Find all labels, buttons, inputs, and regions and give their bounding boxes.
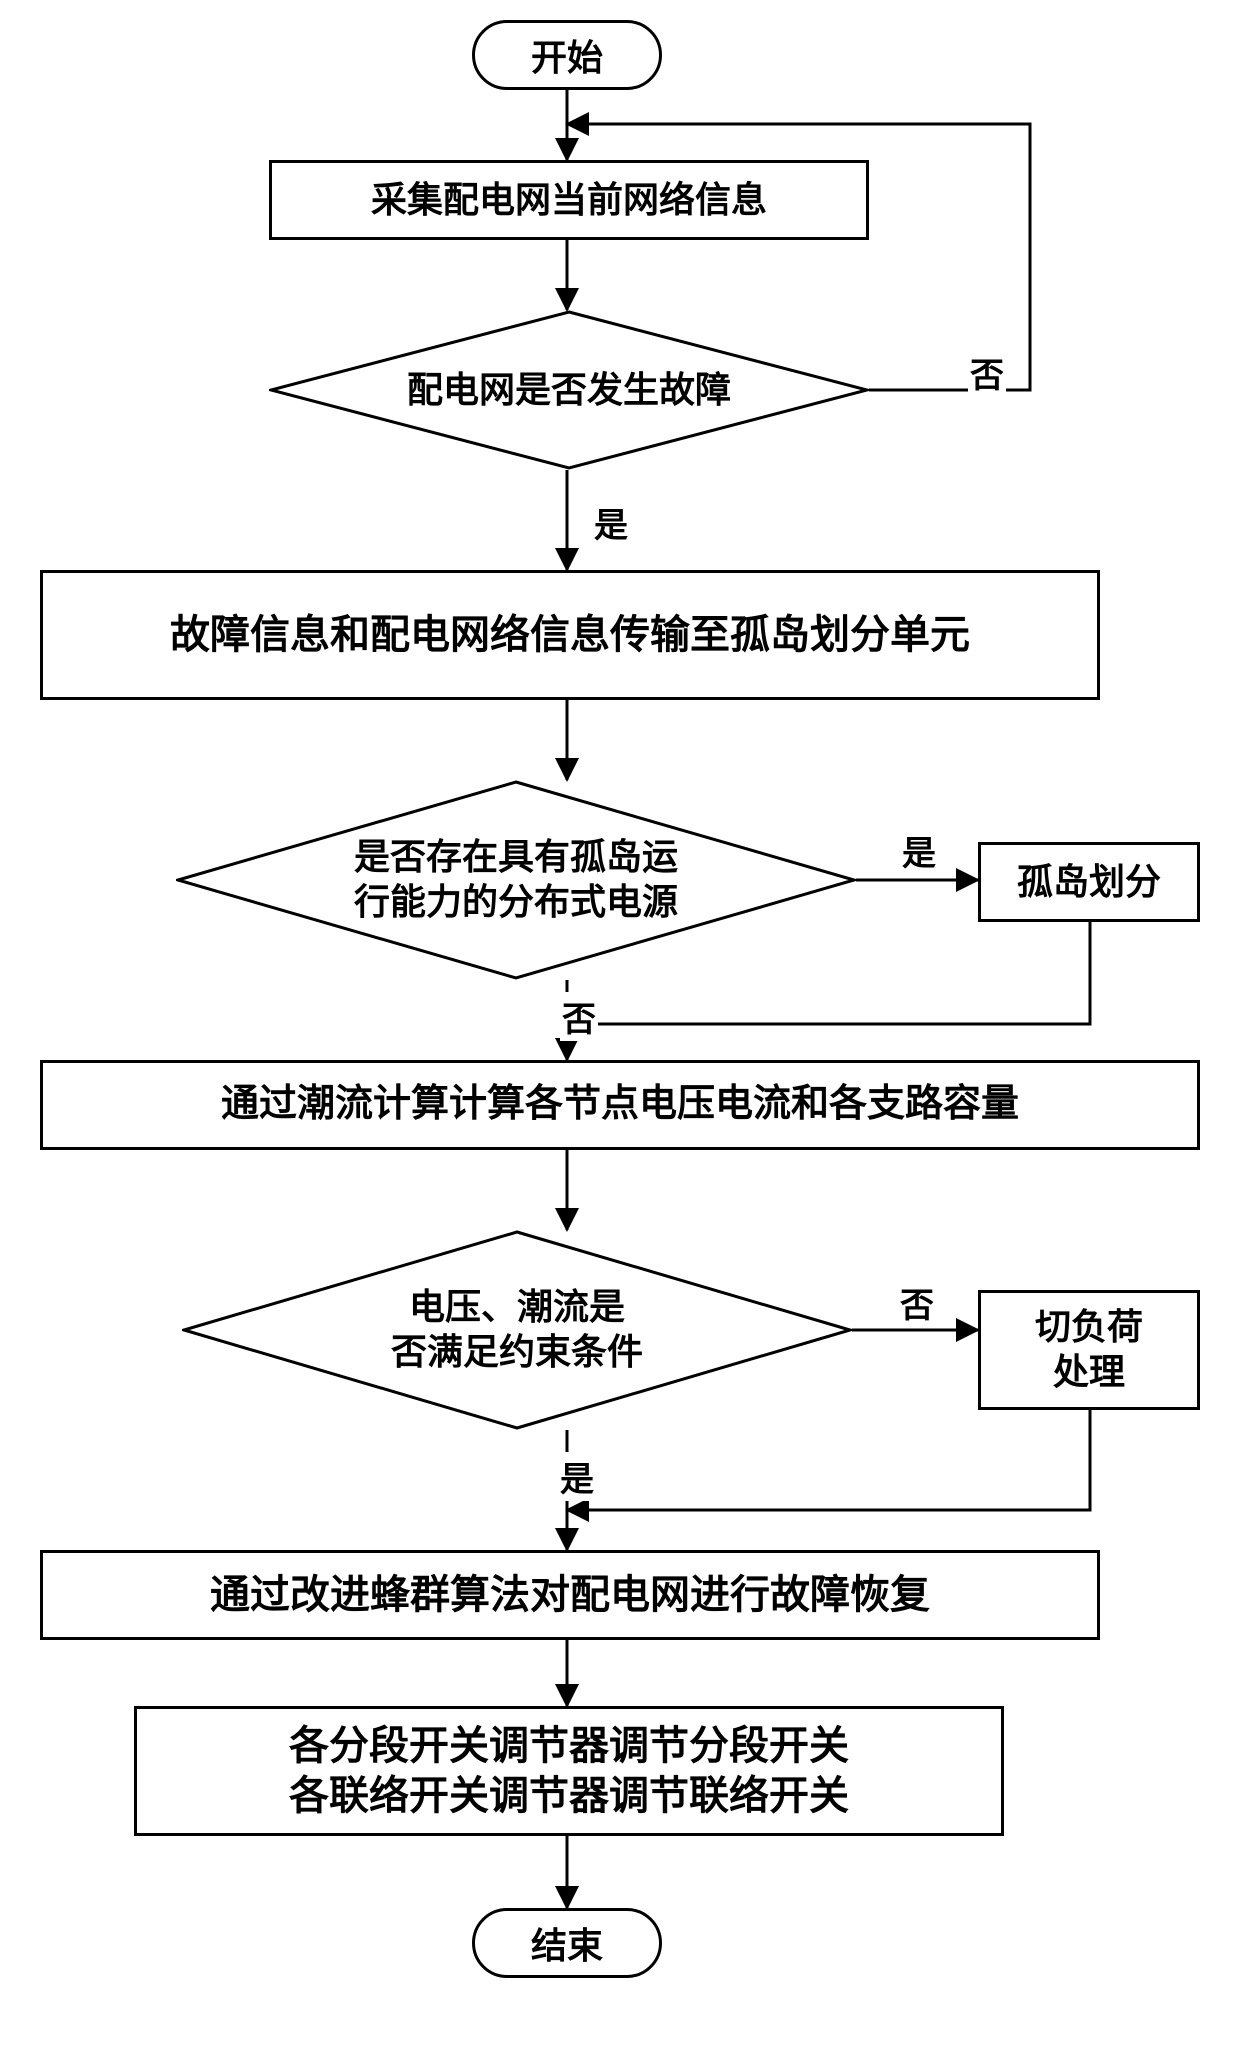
edge-label-fault-no: 否 bbox=[968, 348, 1006, 397]
decision-fault: 配电网是否发生故障 bbox=[269, 310, 869, 470]
start-terminator: 开始 bbox=[472, 20, 662, 90]
process-switch-label: 各分段开关调节器调节分段开关 各联络开关调节器调节联络开关 bbox=[289, 1721, 849, 1821]
process-bee: 通过改进蜂群算法对配电网进行故障恢复 bbox=[40, 1550, 1100, 1640]
edge-label-island-yes: 是 bbox=[900, 826, 938, 875]
decision-volt: 电压、潮流是 否满足约束条件 bbox=[182, 1230, 852, 1430]
end-label: 结束 bbox=[531, 1917, 603, 1969]
decision-island: 是否存在具有孤岛运 行能力的分布式电源 bbox=[176, 780, 856, 980]
process-cut: 切负荷 处理 bbox=[978, 1290, 1200, 1410]
process-cut-label: 切负荷 处理 bbox=[1035, 1305, 1143, 1395]
process-send-label: 故障信息和配电网络信息传输至孤岛划分单元 bbox=[170, 610, 970, 660]
start-label: 开始 bbox=[531, 29, 603, 81]
process-bee-label: 通过改进蜂群算法对配电网进行故障恢复 bbox=[210, 1570, 930, 1620]
decision-island-label: 是否存在具有孤岛运 行能力的分布式电源 bbox=[354, 835, 678, 925]
process-island-label: 孤岛划分 bbox=[1017, 860, 1161, 905]
edge-label-island-no: 否 bbox=[560, 992, 598, 1041]
end-terminator: 结束 bbox=[472, 1908, 662, 1978]
decision-volt-label: 电压、潮流是 否满足约束条件 bbox=[391, 1285, 643, 1375]
edge-label-fault-yes: 是 bbox=[592, 498, 630, 547]
edge-label-volt-no: 否 bbox=[898, 1278, 936, 1327]
process-flow-label: 通过潮流计算计算各节点电压电流和各支路容量 bbox=[221, 1081, 1019, 1129]
process-send: 故障信息和配电网络信息传输至孤岛划分单元 bbox=[40, 570, 1100, 700]
process-island: 孤岛划分 bbox=[978, 842, 1200, 922]
edge-label-volt-yes: 是 bbox=[558, 1452, 596, 1501]
process-flow: 通过潮流计算计算各节点电压电流和各支路容量 bbox=[40, 1060, 1200, 1150]
process-collect: 采集配电网当前网络信息 bbox=[269, 160, 869, 240]
decision-fault-label: 配电网是否发生故障 bbox=[407, 368, 731, 413]
process-collect-label: 采集配电网当前网络信息 bbox=[371, 178, 767, 223]
process-switch: 各分段开关调节器调节分段开关 各联络开关调节器调节联络开关 bbox=[134, 1706, 1004, 1836]
